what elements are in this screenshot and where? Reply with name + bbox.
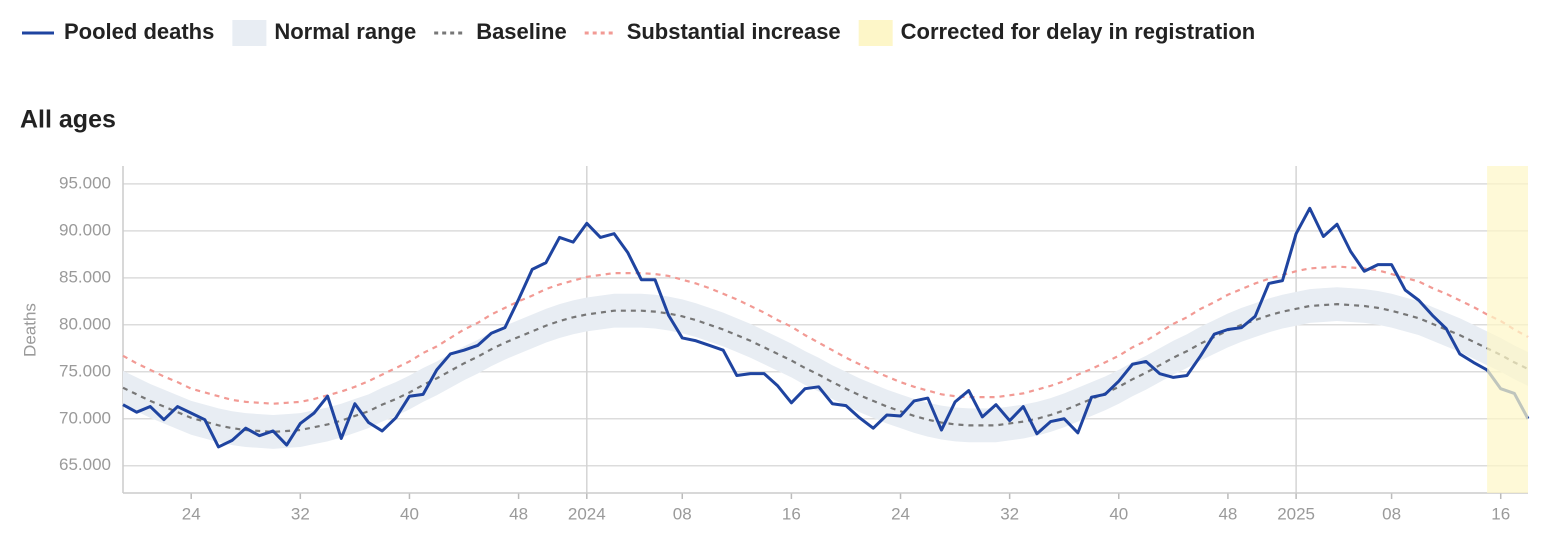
legend-swatch [858, 20, 893, 46]
x-tick-label: 2025 [1277, 504, 1315, 523]
y-tick-label: 80.000 [59, 314, 111, 333]
legend-swatch [232, 20, 267, 46]
x-tick-label: 24 [182, 504, 201, 523]
x-tick-label: 08 [673, 504, 692, 523]
legend-label: Substantial increase [627, 19, 841, 44]
x-tick-label: 40 [400, 504, 419, 523]
legend-label: Pooled deaths [64, 19, 214, 44]
y-axis-label: Deaths [20, 303, 39, 357]
y-tick-label: 85.000 [59, 267, 111, 286]
normal-range-band [123, 287, 1528, 449]
dashed-line [122, 303, 1529, 434]
x-tick-label: 48 [509, 504, 528, 523]
y-tick-label: 90.000 [59, 220, 111, 239]
y-tick-label: 95.000 [59, 173, 111, 192]
legend-label: Baseline [476, 19, 567, 44]
x-tick-label: 24 [891, 504, 910, 523]
x-tick-label: 2024 [568, 504, 606, 523]
legend-label: Normal range [274, 19, 416, 44]
x-tick-label: 32 [1000, 504, 1019, 523]
x-tick-label: 16 [782, 504, 801, 523]
y-tick-label: 75.000 [59, 361, 111, 380]
y-tick-label: 70.000 [59, 408, 111, 427]
legend-label: Corrected for delay in registration [901, 19, 1256, 44]
chart-title: All ages [20, 106, 116, 134]
x-tick-label: 08 [1382, 504, 1401, 523]
x-tick-label: 40 [1109, 504, 1128, 523]
data-line [122, 206, 1530, 449]
x-tick-label: 16 [1491, 504, 1510, 523]
dashed-line [122, 265, 1529, 405]
y-tick-label: 65.000 [59, 455, 111, 474]
x-tick-label: 32 [291, 504, 310, 523]
x-tick-label: 48 [1218, 504, 1237, 523]
correction-highlight [1487, 166, 1528, 493]
